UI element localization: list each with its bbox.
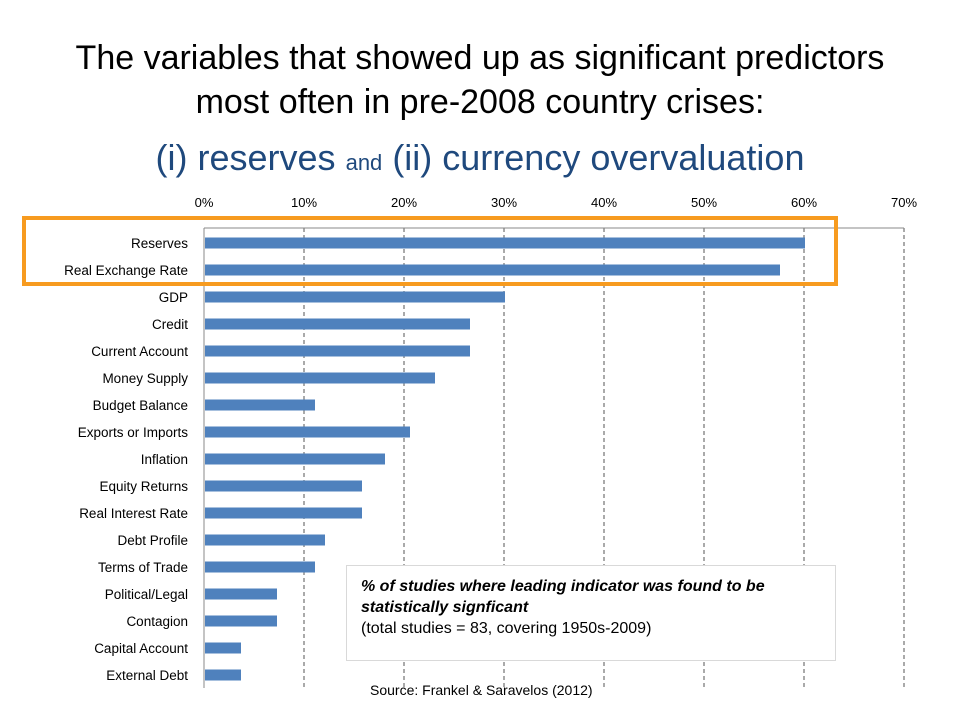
title-and: and [345, 150, 383, 175]
category-label: Credit [152, 317, 188, 332]
category-label: Debt Profile [117, 533, 188, 548]
category-label: Political/Legal [105, 587, 188, 602]
source-text: Source: Frankel & Saravelos (2012) [370, 682, 593, 698]
x-tick-label: 40% [591, 195, 617, 210]
x-tick-label: 30% [491, 195, 517, 210]
bar [205, 372, 435, 384]
category-label: GDP [159, 290, 188, 305]
x-tick-label: 50% [691, 195, 717, 210]
category-label: Equity Returns [99, 479, 188, 494]
x-tick-label: 60% [791, 195, 817, 210]
title-reserves: (i) reserves [155, 137, 336, 178]
note-box: % of studies where leading indicator was… [346, 565, 836, 661]
bar [205, 561, 315, 573]
category-label: Current Account [91, 344, 188, 359]
category-label: Contagion [126, 614, 188, 629]
category-label: Exports or Imports [78, 425, 189, 440]
title-overvaluation: (ii) currency overvaluation [392, 137, 805, 178]
category-label: Real Exchange Rate [64, 263, 188, 278]
bar [205, 426, 410, 438]
bar [205, 264, 780, 276]
x-tick-label: 10% [291, 195, 317, 210]
bar [205, 642, 241, 654]
bar [205, 534, 325, 546]
title-line-3: (i) reserves and (ii) currency overvalua… [0, 136, 960, 185]
bar [205, 507, 362, 519]
category-label: Terms of Trade [98, 560, 188, 575]
category-label: Capital Account [94, 641, 188, 656]
bar [205, 480, 362, 492]
bar [205, 345, 470, 357]
highlight-box [22, 216, 838, 286]
note-bold-text: % of studies where leading indicator was… [361, 578, 765, 616]
category-label: Reserves [131, 236, 188, 251]
bar [205, 669, 241, 681]
title-line-2: most often in pre-2008 country crises: [195, 83, 765, 121]
bar [205, 615, 277, 627]
category-label: Money Supply [102, 371, 188, 386]
category-label: Real Interest Rate [79, 506, 188, 521]
title-line-1: The variables that showed up as signific… [75, 39, 885, 77]
note-normal-text: (total studies = 83, covering 1950s-2009… [361, 620, 652, 637]
category-label: Budget Balance [93, 398, 188, 413]
bar [205, 318, 470, 330]
category-label: External Debt [106, 668, 188, 683]
x-tick-label: 70% [891, 195, 917, 210]
category-label: Inflation [141, 452, 188, 467]
bar [205, 237, 805, 249]
bar [205, 291, 505, 303]
x-tick-label: 0% [195, 195, 214, 210]
bar [205, 453, 385, 465]
x-tick-label: 20% [391, 195, 417, 210]
bar [205, 399, 315, 411]
bar [205, 588, 277, 600]
